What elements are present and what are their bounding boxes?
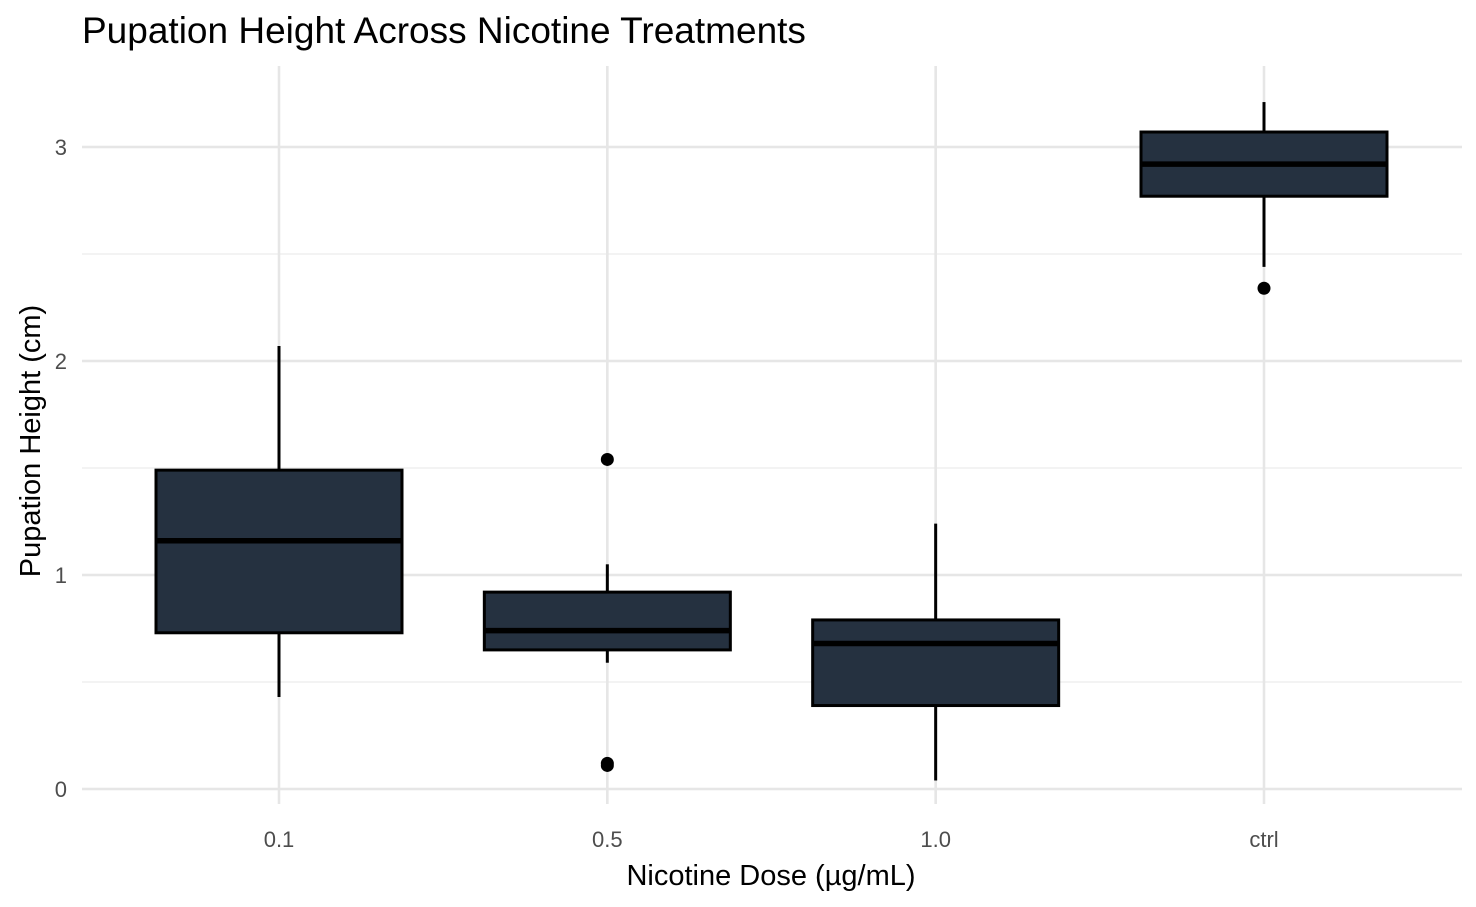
y-tick-label: 1 xyxy=(55,563,67,588)
iqr-box xyxy=(482,590,732,652)
x-tick-label: 0.1 xyxy=(264,827,295,852)
y-tick-label: 2 xyxy=(55,349,67,374)
x-axis-title: Nicotine Dose (µg/mL) xyxy=(626,860,915,892)
box-group xyxy=(1139,102,1389,295)
y-tick-label: 3 xyxy=(55,135,67,160)
outlier-point xyxy=(600,452,614,466)
chart-title: Pupation Height Across Nicotine Treatmen… xyxy=(82,10,806,51)
x-tick-label: 1.0 xyxy=(920,827,951,852)
label-layer: 0 1 2 3 0.1 0.5 1.0 ctrl xyxy=(55,135,1279,852)
y-tick-label: 0 xyxy=(55,777,67,802)
y-axis-title: Pupation Height (cm) xyxy=(15,305,47,577)
box-group xyxy=(482,452,732,772)
x-tick-label: ctrl xyxy=(1249,827,1278,852)
outlier-point xyxy=(1257,281,1271,295)
box-layer xyxy=(154,102,1389,781)
box-group xyxy=(154,346,404,697)
iqr-box xyxy=(811,618,1061,708)
x-tick-label: 0.5 xyxy=(592,827,623,852)
box-group xyxy=(811,523,1061,781)
iqr-box xyxy=(154,468,404,635)
outlier-point xyxy=(600,758,614,772)
